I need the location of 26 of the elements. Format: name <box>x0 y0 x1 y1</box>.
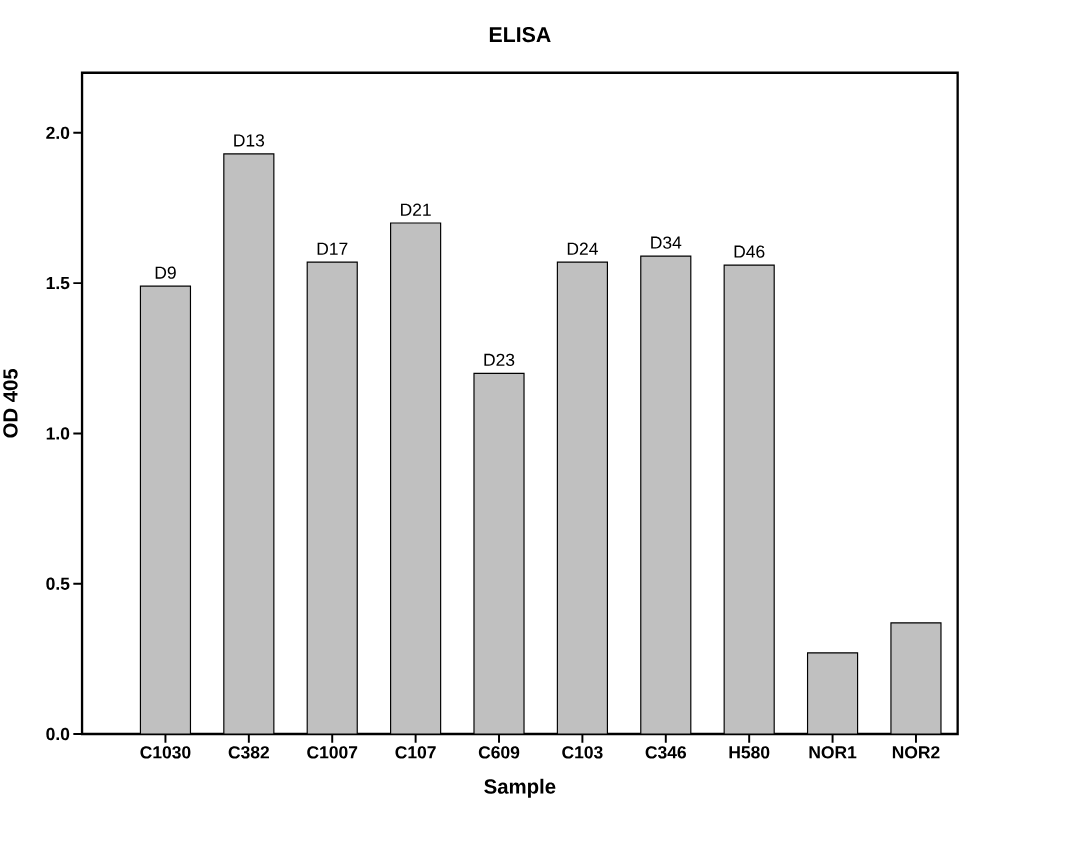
y-tick-label: 2.0 <box>46 126 70 140</box>
x-tick-label: C346 <box>645 746 687 759</box>
y-axis-title: OD 405 <box>3 369 18 438</box>
x-axis-title: Sample <box>484 779 556 799</box>
x-tick-label: NOR1 <box>809 746 857 759</box>
data-label: D24 <box>567 242 598 256</box>
data-label: D46 <box>734 245 765 259</box>
data-label: D13 <box>234 134 265 147</box>
y-tick-label: 0.5 <box>46 577 70 591</box>
x-tick-label: C609 <box>478 746 520 759</box>
x-tick-label: C1030 <box>140 746 191 759</box>
x-tick-label: H580 <box>729 746 770 759</box>
x-tick-label: C103 <box>562 746 603 759</box>
x-tick-label: C107 <box>395 746 436 759</box>
data-label: D17 <box>317 243 348 256</box>
data-label: D23 <box>484 353 515 367</box>
data-label: D9 <box>155 266 176 280</box>
y-tick-label: 1.5 <box>46 277 70 290</box>
data-label: D21 <box>401 203 431 216</box>
x-tick-label: C1007 <box>307 746 358 759</box>
y-tick-label: 1.0 <box>46 427 70 440</box>
chart-title: ELISA <box>489 27 551 43</box>
y-tick-label: 0.0 <box>46 728 70 741</box>
x-tick-label: NOR2 <box>892 746 940 759</box>
data-label: D34 <box>651 236 682 250</box>
x-tick-label: C382 <box>228 746 269 759</box>
